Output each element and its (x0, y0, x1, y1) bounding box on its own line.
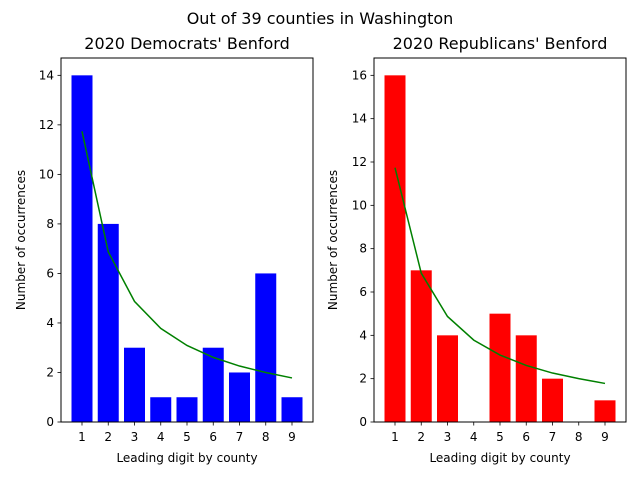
y-axis-label: Number of occurrences (14, 170, 28, 310)
x-tick-label: 1 (78, 430, 86, 444)
y-axis-label: Number of occurrences (326, 170, 340, 310)
x-tick-label: 5 (496, 430, 504, 444)
panel-title: 2020 Republicans' Benford (393, 34, 608, 53)
x-tick-label: 8 (575, 430, 583, 444)
x-tick-label: 6 (209, 430, 217, 444)
x-tick-label: 8 (262, 430, 270, 444)
bar (202, 347, 224, 422)
x-tick-label: 5 (183, 430, 191, 444)
y-tick-label: 8 (359, 242, 367, 256)
x-tick-label: 2 (104, 430, 112, 444)
plot-frame (373, 57, 627, 423)
benford-line-layer (81, 131, 293, 379)
y-tick-label: 0 (359, 415, 367, 429)
bar (384, 75, 406, 422)
x-tick-label: 2 (417, 430, 425, 444)
bar (150, 397, 172, 422)
y-tick-label: 12 (352, 155, 367, 169)
bar (176, 397, 198, 422)
bars (71, 75, 303, 422)
panel-republicans: 2020 Republicans' Benford 0246810121416 … (326, 34, 627, 465)
x-tick-label: 4 (157, 430, 165, 444)
y-tick-label: 8 (46, 217, 54, 231)
bar (594, 400, 616, 422)
y-tick-label: 16 (352, 68, 367, 82)
bar (542, 378, 563, 422)
y-tick-label: 2 (359, 372, 367, 386)
benford-expected-line (81, 131, 293, 379)
x-tick-label: 3 (131, 430, 139, 444)
benford-expected-line (394, 167, 606, 385)
y-tick-label: 6 (46, 266, 54, 280)
x-tick-label: 3 (444, 430, 452, 444)
x-tick-label: 7 (236, 430, 244, 444)
x-ticks: 1 2 3 4 5 6 7 8 9 (391, 422, 609, 444)
x-tick-label: 4 (470, 430, 478, 444)
y-tick-label: 4 (46, 316, 54, 330)
y-tick-label: 10 (352, 198, 367, 212)
x-tick-label: 1 (391, 430, 399, 444)
figure-suptitle: Out of 39 counties in Washington (187, 9, 454, 28)
bars (384, 75, 616, 422)
y-tick-label: 2 (46, 365, 54, 379)
x-axis-label: Leading digit by county (429, 451, 570, 465)
y-tick-label: 14 (352, 112, 367, 126)
y-tick-label: 14 (39, 68, 54, 82)
y-tick-label: 6 (359, 285, 367, 299)
bar (71, 75, 93, 422)
y-tick-label: 12 (39, 118, 54, 132)
y-tick-label: 0 (46, 415, 54, 429)
x-ticks: 1 2 3 4 5 6 7 8 9 (78, 422, 296, 444)
y-tick-label: 10 (39, 167, 54, 181)
bar (437, 335, 458, 422)
bar (255, 273, 277, 422)
x-tick-label: 7 (549, 430, 557, 444)
benford-line-layer (394, 167, 606, 385)
x-tick-label: 9 (601, 430, 609, 444)
bar (229, 372, 250, 422)
bar (489, 313, 511, 422)
x-axis-label: Leading digit by county (116, 451, 257, 465)
panel-title: 2020 Democrats' Benford (84, 34, 289, 53)
y-ticks: 0 2 4 6 8 10 12 14 (39, 68, 61, 429)
bar (124, 347, 145, 422)
bar (410, 270, 432, 422)
bar (97, 223, 119, 422)
bar (515, 335, 537, 422)
y-ticks: 0 2 4 6 8 10 12 14 16 (352, 68, 374, 429)
bar (281, 397, 303, 422)
y-tick-label: 4 (359, 328, 367, 342)
plot-frame (60, 57, 314, 423)
x-tick-label: 9 (288, 430, 296, 444)
x-tick-label: 6 (522, 430, 530, 444)
